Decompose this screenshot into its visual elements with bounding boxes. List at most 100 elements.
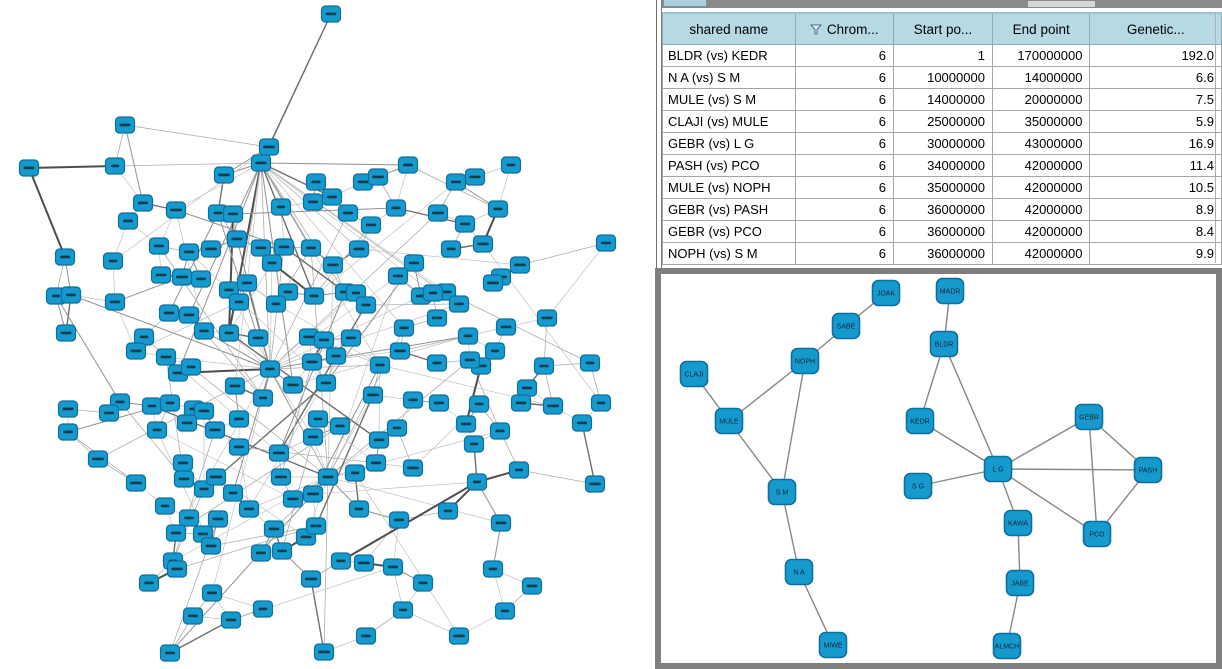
network-node[interactable] [386,419,408,437]
column-header-end-point[interactable]: End point [991,12,1091,45]
table-cell[interactable]: 42000000 [991,154,1091,177]
network-edge[interactable] [156,429,294,500]
network-edge[interactable] [238,446,250,510]
network-node[interactable] [463,435,485,453]
network-node[interactable] [307,410,329,428]
network-edge-GEBR-PCO[interactable] [1088,416,1098,535]
table-cell[interactable]: 6 [794,242,894,265]
network-node[interactable] [448,295,470,313]
table-cell[interactable]: MULE (vs) S M [662,88,796,111]
table-cell[interactable]: NOPH (vs) S M [662,242,796,265]
table-cell[interactable]: MULE (vs) NOPH [662,176,796,199]
network-edge[interactable] [248,337,352,510]
network-node[interactable] [402,391,424,409]
network-edge[interactable] [228,289,329,478]
network-node[interactable] [313,643,335,661]
network-node[interactable] [252,389,274,407]
network-node[interactable] [268,444,290,462]
column-header-chrom[interactable]: Chrom... [794,12,894,45]
table-cell[interactable]: 5.9 [1089,110,1222,133]
network-edge[interactable] [465,365,482,425]
network-edge[interactable] [124,124,270,148]
table-cell[interactable]: 6 [794,154,894,177]
column-header-start-po[interactable]: Start po... [892,12,993,45]
network-node[interactable] [321,188,343,206]
network-node[interactable] [87,450,109,468]
table-cell[interactable]: 8.4 [1089,220,1222,243]
network-edge[interactable] [365,303,460,306]
network-edge[interactable] [172,476,329,562]
table-cell[interactable]: 20000000 [991,88,1091,111]
network-edge[interactable] [260,162,333,198]
table-cell[interactable]: 6 [794,66,894,89]
network-node[interactable] [282,376,304,394]
table-row[interactable]: PASH (vs) PCO 6 34000000 42000000 11.4 [662,154,1222,177]
network-node[interactable] [489,422,511,440]
table-cell[interactable]: BLDR (vs) KEDR [662,44,796,67]
network-edge[interactable] [232,207,397,215]
network-node[interactable] [190,270,212,288]
network-node[interactable] [200,537,222,555]
network-node[interactable] [98,404,120,422]
network-edge[interactable] [327,394,374,478]
network-node-BLDR[interactable]: BLDR [929,330,959,358]
network-node[interactable] [542,397,564,415]
network-edge[interactable] [323,476,329,653]
network-node[interactable] [165,524,187,542]
network-node[interactable] [263,520,285,538]
network-edge[interactable] [190,366,329,478]
network-node-CLAJI[interactable]: CLAJI [679,360,709,388]
table-cell[interactable]: 6 [794,110,894,133]
network-node[interactable] [500,156,522,174]
network-edge[interactable] [313,181,457,297]
network-edge[interactable] [327,476,502,524]
table-row[interactable]: GEBR (vs) PASH 6 36000000 42000000 8.9 [662,198,1222,221]
network-node[interactable] [178,243,200,261]
network-edge[interactable] [260,162,405,329]
network-edge[interactable] [399,335,469,352]
network-node[interactable] [159,644,181,662]
table-cell[interactable]: 36000000 [892,242,993,265]
network-edge[interactable] [278,291,346,454]
network-node[interactable] [466,473,488,491]
network-node[interactable] [117,212,139,230]
network-edge[interactable] [445,291,591,364]
network-node[interactable] [445,173,467,191]
network-node[interactable] [158,304,180,322]
column-header-genetic[interactable]: Genetic... [1089,12,1222,45]
network-node[interactable] [368,431,390,449]
network-edge[interactable] [238,446,377,464]
table-cell[interactable]: 10.5 [1089,176,1222,199]
network-node[interactable] [165,201,187,219]
network-node[interactable] [353,554,375,572]
table-cell[interactable]: 16.9 [1089,132,1222,155]
network-node[interactable] [422,284,444,302]
network-node[interactable] [590,394,612,412]
network-node[interactable] [302,485,324,503]
network-node[interactable] [222,205,244,223]
network-node[interactable] [457,327,479,345]
network-node-MULE[interactable]: MULE [714,407,744,435]
network-node[interactable] [464,168,486,186]
network-edge[interactable] [260,162,460,305]
network-node[interactable] [250,154,272,172]
network-node[interactable] [510,394,532,412]
network-node[interactable] [468,395,490,413]
network-edge[interactable] [28,167,66,258]
network-node[interactable] [584,475,606,493]
network-edge[interactable] [269,262,273,370]
network-node[interactable] [348,240,370,258]
network-edge[interactable] [327,264,334,478]
network-node[interactable] [193,322,215,340]
table-row[interactable]: CLAJI (vs) MULE 6 25000000 35000000 5.9 [662,110,1222,133]
network-edge[interactable] [28,165,116,169]
network-node[interactable] [382,558,404,576]
table-row[interactable]: MULE (vs) NOPH 6 35000000 42000000 10.5 [662,176,1222,199]
network-node[interactable] [313,331,335,349]
table-panel-tab[interactable] [663,0,707,7]
network-node[interactable] [138,574,160,592]
table-cell[interactable]: 6.6 [1089,66,1222,89]
table-cell[interactable]: 6 [794,176,894,199]
network-edge[interactable] [188,162,262,316]
network-node[interactable] [482,560,504,578]
